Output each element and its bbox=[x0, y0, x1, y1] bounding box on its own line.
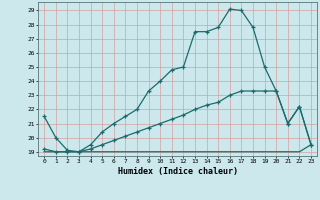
X-axis label: Humidex (Indice chaleur): Humidex (Indice chaleur) bbox=[118, 167, 238, 176]
